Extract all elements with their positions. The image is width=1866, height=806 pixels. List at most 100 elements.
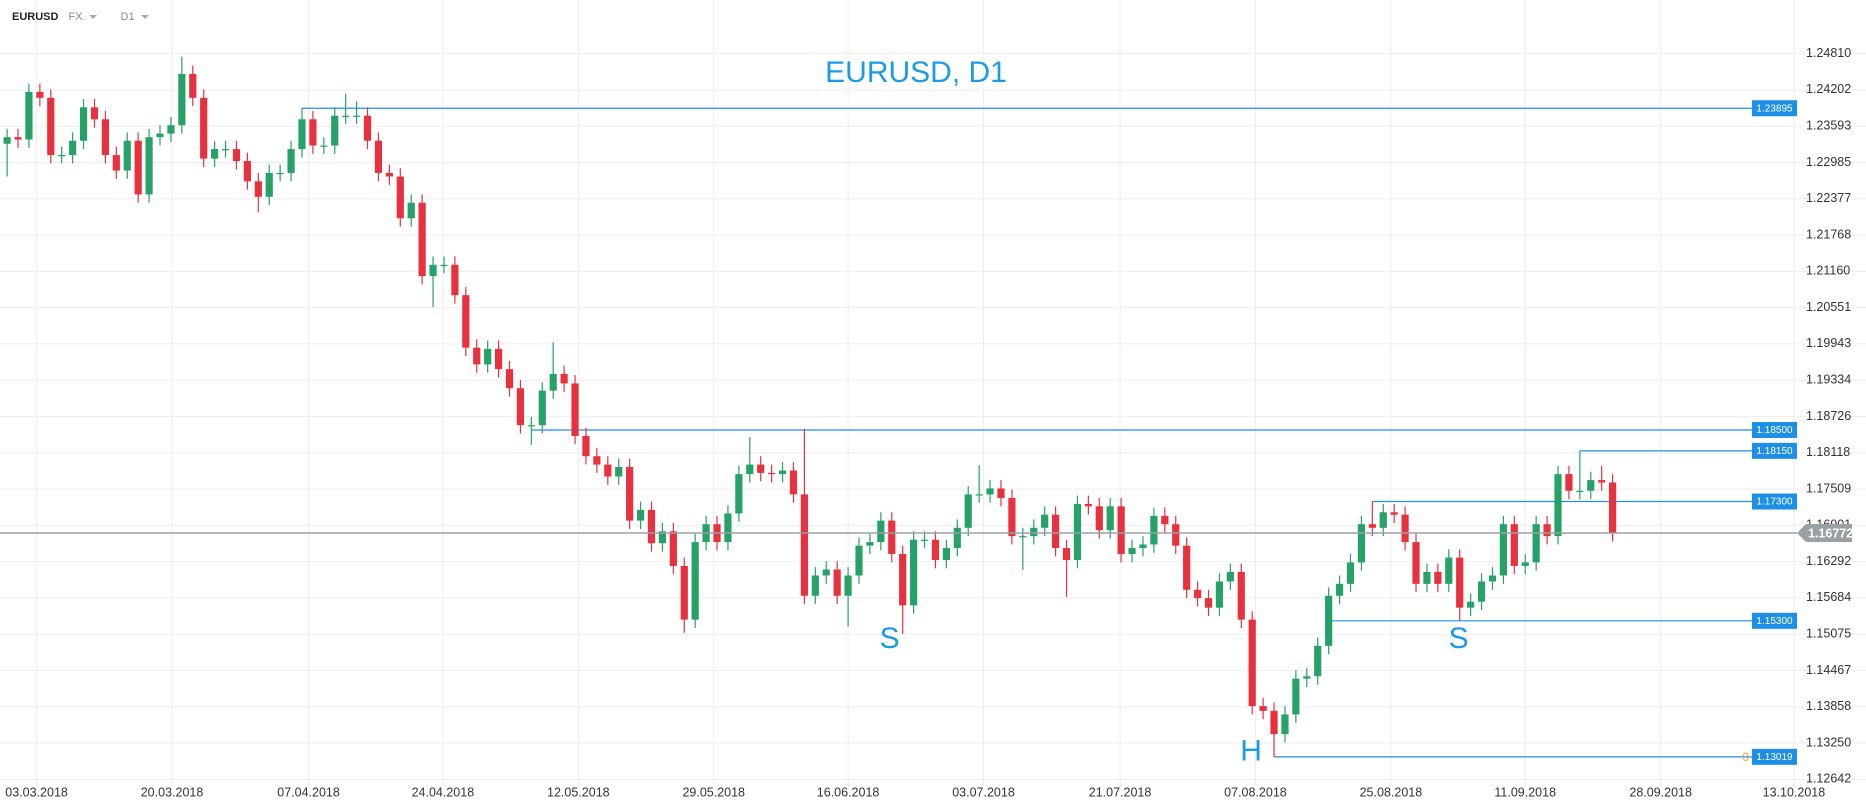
candle-body [1467, 601, 1475, 608]
candle-body [1248, 619, 1256, 707]
candle-body [1281, 714, 1289, 735]
candle-body [757, 464, 765, 473]
y-tick-label: 1.19334 [1806, 373, 1851, 387]
candle-body [363, 115, 372, 141]
candle-body [352, 115, 361, 117]
x-tick-label: 11.09.2018 [1494, 785, 1556, 799]
x-tick-label: 28.09.2018 [1629, 785, 1692, 799]
candle-body [1477, 581, 1486, 602]
candle-body [156, 133, 164, 138]
y-tick-label: 1.21160 [1806, 264, 1850, 278]
candle-body [724, 513, 732, 543]
candle-body [582, 435, 590, 457]
candle-body [1062, 548, 1071, 560]
candle-body [844, 575, 852, 596]
candle-body [1073, 503, 1082, 560]
candle-body [462, 295, 470, 348]
candle-body [145, 137, 153, 195]
level-tag [1752, 421, 1797, 438]
pattern-label: S [1449, 622, 1469, 655]
level-note: 0 [1742, 750, 1749, 764]
candle-body [986, 488, 994, 495]
candle-body [735, 474, 743, 514]
x-tick-label: 12.05.2018 [547, 785, 610, 799]
candle-body [1554, 474, 1562, 537]
symbol[interactable]: EURUSD [12, 11, 59, 23]
candle-body [626, 466, 634, 521]
y-tick-label: 1.18726 [1806, 409, 1851, 423]
candle-body [25, 91, 33, 140]
candle-body [331, 115, 339, 146]
level-tag [1752, 612, 1797, 629]
x-tick-label: 16.06.2018 [817, 785, 880, 799]
level-tag [1752, 100, 1797, 117]
candle-body [1150, 515, 1158, 545]
y-tick-label: 1.20551 [1806, 300, 1851, 314]
y-tick-label: 1.15684 [1806, 590, 1851, 604]
candle-body [1325, 595, 1333, 646]
y-tick-label: 1.13250 [1806, 735, 1851, 749]
timeframe[interactable]: D1 [120, 11, 135, 23]
y-tick-label: 1.22377 [1806, 191, 1851, 205]
candle-body [1051, 514, 1060, 549]
candle-body [1204, 598, 1213, 608]
x-tick-label: 13.10.2018 [1763, 785, 1826, 799]
level-tag-label: 1.23895 [1756, 103, 1793, 114]
y-tick-label: 1.12642 [1806, 772, 1851, 786]
candle-body [549, 373, 557, 391]
candle-body [265, 172, 273, 197]
y-tick-label: 1.24202 [1806, 82, 1851, 96]
candle-body [778, 470, 787, 475]
market-caret[interactable] [88, 15, 97, 19]
candle-body [669, 531, 677, 566]
grid [0, 0, 1866, 786]
candle-body [1576, 490, 1584, 493]
level-tag-label: 1.18150 [1756, 446, 1793, 457]
candle-body [1008, 497, 1016, 537]
x-tick-label: 25.08.2018 [1360, 785, 1423, 799]
candle-body [1314, 645, 1322, 677]
candle-body [90, 107, 99, 120]
candle-body [123, 140, 131, 171]
candle-body [1193, 589, 1202, 599]
candle-body [516, 388, 525, 426]
candle-body [221, 149, 230, 151]
candle-body [680, 565, 688, 620]
timeframe-caret[interactable] [140, 15, 149, 19]
y-tick-label: 1.16292 [1806, 554, 1851, 568]
candle-body [47, 97, 55, 156]
candle-body [189, 73, 197, 98]
candle-body [604, 464, 612, 477]
candle-body [1368, 524, 1376, 528]
candle-body [888, 520, 896, 555]
candle-body [1390, 512, 1398, 515]
market[interactable]: FX [68, 11, 83, 23]
candle-body [746, 464, 754, 475]
candle-body [833, 569, 841, 596]
pattern-label: H [1240, 735, 1262, 768]
candle-body [178, 73, 186, 126]
candle-body [3, 137, 11, 144]
y-tick-label: 1.17509 [1806, 481, 1851, 495]
level-tag-label: 1.15300 [1756, 616, 1793, 627]
y-tick-label: 1.13858 [1806, 699, 1851, 713]
y-tick-label: 1.22985 [1806, 155, 1851, 169]
candle-body [1587, 480, 1595, 491]
candle-body [768, 472, 776, 475]
candle-body [1423, 571, 1431, 584]
candle-body [1237, 571, 1245, 620]
y-tick-label: 1.14467 [1806, 663, 1851, 677]
candle-body [58, 155, 66, 157]
candle-body [1292, 678, 1300, 715]
candle-body [505, 369, 514, 389]
candle-body [167, 125, 175, 134]
candle-body [866, 542, 874, 546]
candle-body [855, 545, 863, 576]
candle-body [1041, 514, 1049, 528]
level-tag [1752, 748, 1797, 765]
candle-body [1521, 562, 1529, 566]
candle-body [975, 494, 983, 496]
x-tick-label: 07.04.2018 [277, 785, 340, 799]
candle-body [1532, 524, 1540, 563]
